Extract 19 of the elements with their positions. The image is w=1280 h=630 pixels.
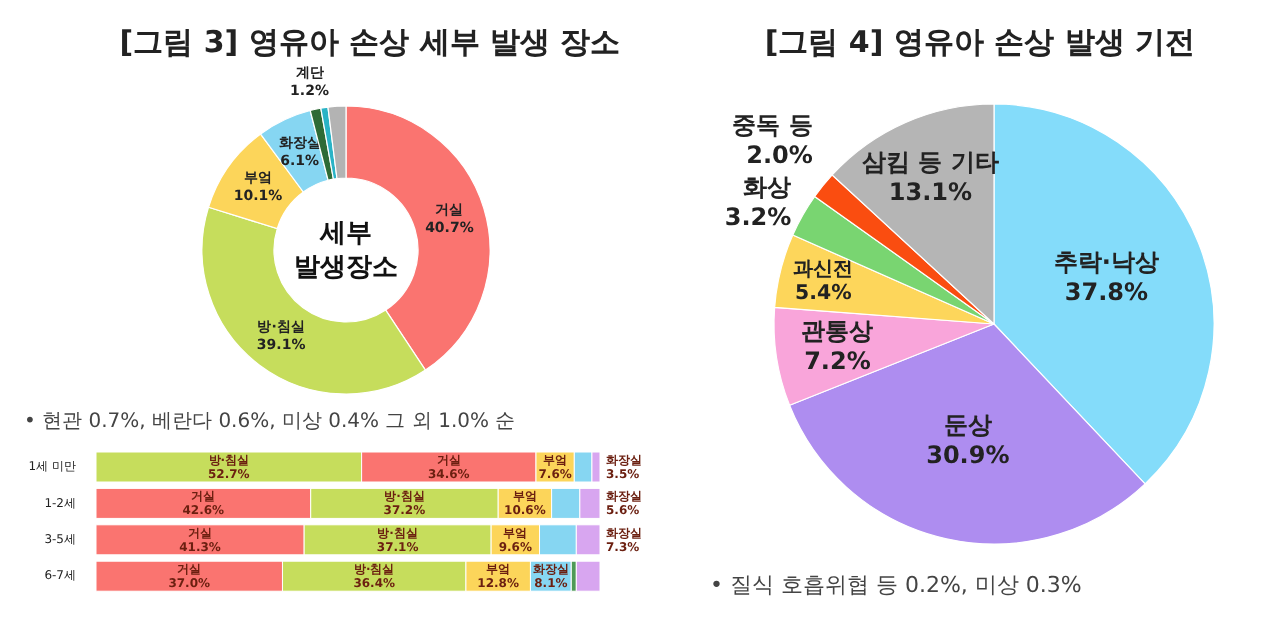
data-label: 3.2% bbox=[724, 203, 792, 232]
chart-title: [그림 4] 영유아 손상 발생 기전 bbox=[764, 24, 1196, 61]
data-label: 37.8% bbox=[1064, 278, 1149, 307]
slice-label: 중독 등 bbox=[732, 111, 813, 140]
slice-label: 화상 bbox=[743, 173, 792, 202]
slice-label: 관통상 bbox=[801, 317, 874, 346]
slice-label: 삼킴 등 기타 bbox=[860, 148, 999, 177]
data-label: 7.2% bbox=[804, 347, 871, 376]
data-label: 2.0% bbox=[746, 141, 813, 170]
data-label: 5.4% bbox=[795, 282, 852, 305]
text: 세부 발생장소 bbox=[294, 218, 398, 283]
data-label: 13.1% bbox=[888, 178, 973, 207]
data-label: 30.9% bbox=[926, 441, 1010, 470]
slice-label: 둔상 bbox=[943, 411, 992, 440]
slice-label: 추락·낙상 bbox=[1053, 248, 1159, 277]
chart-title: [그림 3] 영유아 손상 세부 발생 장소 bbox=[119, 24, 621, 61]
text: • 현관 0.7%, 베란다 0.6%, 미상 0.4% 그 외 1.0% 순 bbox=[24, 411, 516, 434]
text: • 질식 호흡위협 등 0.2%, 미상 0.3% bbox=[710, 572, 1082, 599]
slice-label: 과신전 bbox=[793, 259, 854, 282]
